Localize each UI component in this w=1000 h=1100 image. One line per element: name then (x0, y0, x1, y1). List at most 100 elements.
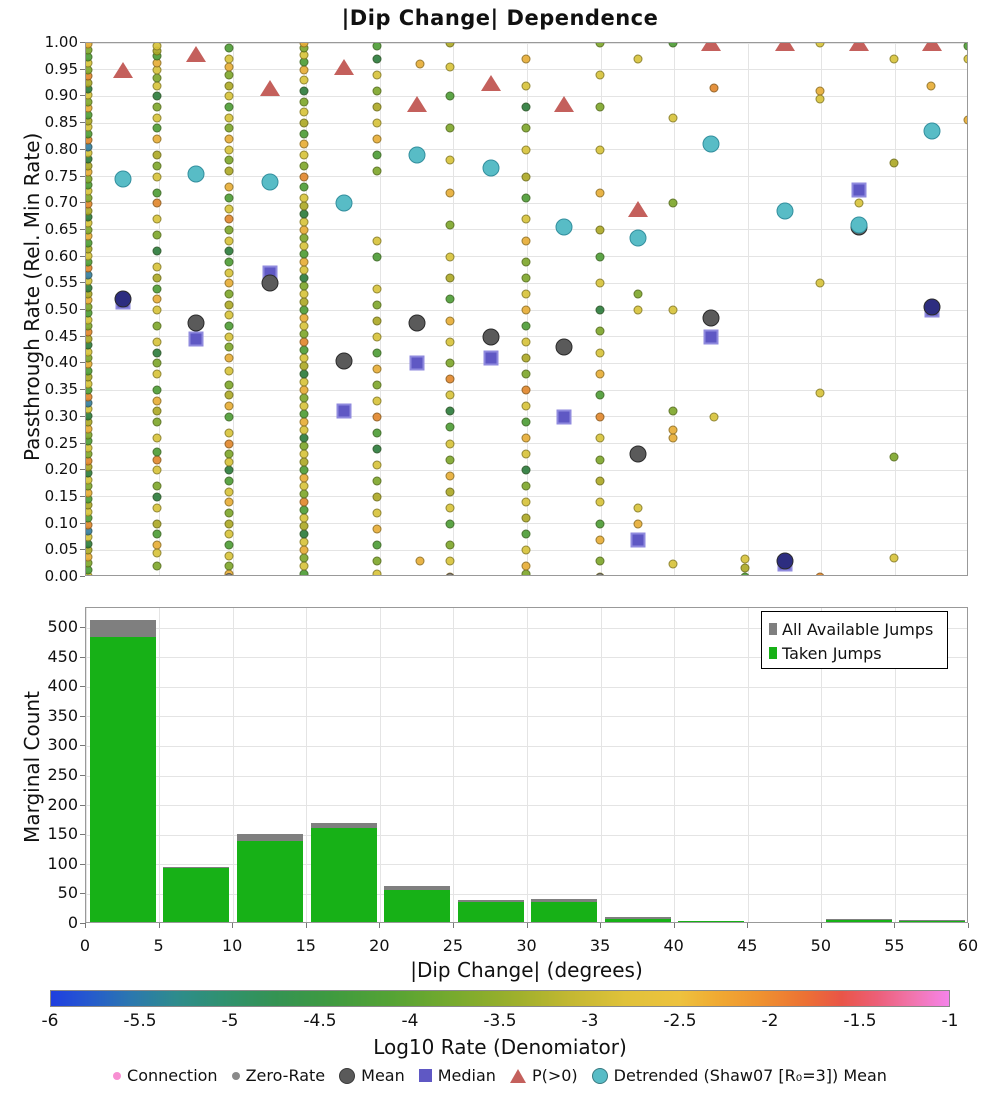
legend-item-connection: Connection (113, 1066, 218, 1085)
scatter-point (521, 305, 531, 315)
detrended-marker (776, 202, 794, 220)
scatter-point (372, 540, 382, 550)
scatter-point (152, 465, 162, 475)
legend-item-label: All Available Jumps (782, 619, 934, 639)
scatter-point (152, 73, 162, 83)
x-tick (379, 923, 381, 928)
marker-legend-row: Connection Zero-Rate Mean Median P(>0) D… (0, 1066, 1000, 1085)
scatter-point (152, 161, 162, 171)
scatter-point (299, 281, 309, 291)
scatter-point (299, 481, 309, 491)
scatter-point (299, 529, 309, 539)
x-tick (894, 923, 896, 928)
scatter-point (224, 193, 234, 203)
zero-rate-point (595, 573, 604, 575)
gridline (747, 43, 749, 575)
bar-taken-jumps (752, 922, 818, 923)
x-axis-title: |Dip Change| (degrees) (410, 958, 643, 982)
scatter-point (299, 193, 309, 203)
scatter-point (152, 481, 162, 491)
bar-taken-jumps (384, 890, 451, 922)
scatter-point (445, 422, 454, 432)
median-marker (409, 355, 425, 371)
legend-item-detrended: Detrended (Shaw07 [R₀=3]) Mean (591, 1066, 887, 1085)
scatter-point (299, 150, 309, 160)
scatter-point (815, 572, 825, 575)
colorbar-tick-label: -4 (401, 1011, 419, 1031)
scatter-point (709, 412, 719, 422)
mean-marker (408, 314, 426, 332)
y-tick (80, 122, 85, 124)
scatter-point (152, 529, 162, 539)
scatter-point (445, 155, 454, 165)
scatter-point (633, 305, 643, 315)
gridline (453, 43, 455, 575)
scatter-point (299, 521, 309, 531)
hist-y-tick-label: 100 (47, 853, 78, 873)
median-marker (483, 350, 499, 366)
scatter-point (521, 497, 531, 507)
scatter-point (372, 364, 382, 374)
scatter-point (595, 225, 605, 235)
gridline (453, 608, 455, 922)
scatter-point (299, 473, 309, 483)
y-tick (80, 469, 85, 471)
scatter-point (521, 123, 531, 133)
scatter-point (963, 54, 967, 64)
scatter-point (595, 326, 605, 336)
scatter-point (152, 406, 162, 416)
bar-taken-jumps (899, 921, 966, 922)
legend-item-label: Detrended (Shaw07 [R₀=3]) Mean (613, 1066, 887, 1085)
hist-y-tick-label: 450 (47, 646, 78, 666)
scatter-point (668, 43, 678, 48)
scatter-point (521, 369, 531, 379)
gridline (86, 282, 967, 284)
scatter-point (668, 305, 678, 315)
scatter-point (815, 278, 825, 288)
scatter-point (299, 249, 309, 259)
scatter-point (299, 329, 309, 339)
y-tick-label: 0.30 (44, 406, 78, 425)
scatter-point (521, 385, 531, 395)
gridline (86, 256, 967, 258)
scatter-point (595, 278, 605, 288)
scatter-point (152, 337, 162, 347)
scatter-point (299, 182, 309, 192)
hist-y-tick-label: 150 (47, 824, 78, 844)
gridline (86, 95, 967, 97)
scatter-point (152, 230, 162, 240)
scatter-point (372, 380, 382, 390)
scatter-point (224, 134, 234, 144)
gridline (86, 496, 967, 498)
y-tick-label: 0.75 (44, 166, 78, 185)
gridline (86, 745, 967, 747)
scatter-point (152, 81, 162, 91)
scatter-point (224, 439, 234, 448)
scatter-point (372, 556, 382, 566)
scatter-point (521, 172, 531, 181)
scatter-point (445, 406, 454, 416)
legend-item-label: Taken Jumps (782, 643, 882, 663)
scatter-point (224, 70, 234, 80)
scatter-point (152, 548, 162, 558)
scatter-point (521, 81, 531, 91)
scatter-point (299, 369, 309, 379)
y-tick-label: 0.40 (44, 353, 78, 372)
scatter-point (224, 561, 234, 571)
zero-rate-point (224, 573, 233, 575)
scatter-point (445, 471, 454, 481)
scatter-point (372, 252, 382, 262)
scatter-point (668, 425, 678, 435)
scatter-point (595, 497, 605, 507)
gridline (86, 608, 87, 922)
y-tick (80, 442, 85, 444)
x-tick (820, 923, 822, 928)
y-tick-label: 0.35 (44, 380, 78, 399)
hist-y-tick-label: 400 (47, 676, 78, 696)
scatter-point (152, 91, 162, 101)
scatter-point (224, 123, 234, 133)
median-marker (336, 403, 352, 419)
y-tick-label: 0.95 (44, 59, 78, 78)
scatter-point (224, 102, 234, 112)
scatter-point (152, 246, 162, 256)
